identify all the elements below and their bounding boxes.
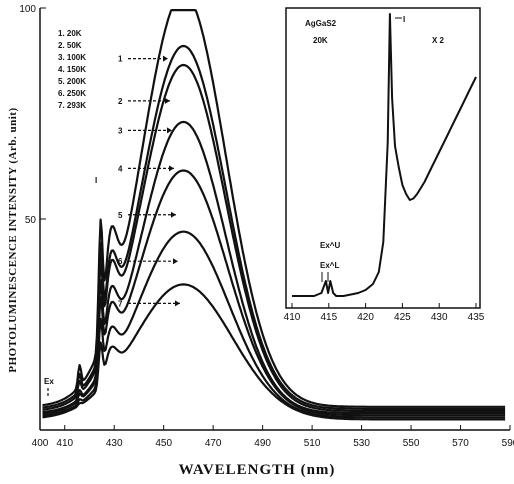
curve-arrowhead-6 xyxy=(173,258,178,265)
curve-arrowhead-1 xyxy=(163,55,168,62)
x-tick-label: 510 xyxy=(304,438,321,449)
x-tick-label: 430 xyxy=(106,438,123,449)
inset-x-ticks: 410 415 420 425 430 435 xyxy=(284,303,485,323)
curve-label-2: 2 xyxy=(118,97,123,106)
inset-frame xyxy=(285,7,481,309)
legend-entry-6: 6. 250K xyxy=(58,89,86,98)
ex-label: Ex xyxy=(44,377,54,386)
legend-entry-5: 5. 200K xyxy=(58,77,86,86)
series-line-4 xyxy=(42,120,506,415)
inset-title: AgGaS2 xyxy=(305,19,337,28)
series-line-7 xyxy=(42,283,506,421)
series-line-1 xyxy=(42,9,506,408)
x-tick-label: 550 xyxy=(403,438,420,449)
curve-arrowhead-2 xyxy=(165,97,170,104)
curve-label-5: 5 xyxy=(118,211,123,220)
legend: 1. 20K 2. 50K 3. 100K 4. 150K 5. 200K 6.… xyxy=(58,29,86,110)
inset-ex-upper: Ex^U xyxy=(320,241,340,250)
legend-entry-1: 1. 20K xyxy=(58,29,82,38)
y-tick-label: 100 xyxy=(19,4,36,15)
series-line-5 xyxy=(42,169,506,417)
y-ticks: 50 100 xyxy=(19,4,46,226)
inset-x-tick-label: 430 xyxy=(431,312,448,323)
x-tick-label: 530 xyxy=(353,438,370,449)
inset-ex-lower: Ex^L xyxy=(320,261,339,270)
curve-arrowhead-4 xyxy=(169,165,174,172)
x-tick-label: 490 xyxy=(254,438,271,449)
x-tick-label: 590 xyxy=(502,438,514,449)
legend-entry-3: 3. 100K xyxy=(58,53,86,62)
curve-arrowhead-7 xyxy=(175,300,180,307)
legend-entry-4: 4. 150K xyxy=(58,65,86,74)
curve-label-7: 7 xyxy=(118,299,123,308)
series-line-6 xyxy=(42,230,506,419)
y-axis-label: PHOTOLUMINESCENCE INTENSITY (Arb. unit) xyxy=(7,107,19,372)
inset-x-tick-label: 425 xyxy=(394,312,411,323)
series-line-2 xyxy=(42,44,506,410)
x-tick-label: 470 xyxy=(205,438,222,449)
peak-I-label: I xyxy=(95,176,97,185)
x-axis-label: WAVELENGTH (nm) xyxy=(179,462,336,478)
x-tick-label: 410 xyxy=(56,438,73,449)
inset-plot: 410 415 420 425 430 435 AgGaS2 20K X 2 I Ex^U… xyxy=(284,7,485,323)
x-tick-label: 570 xyxy=(452,438,469,449)
inset-x-tick-label: 410 xyxy=(284,312,301,323)
inset-multiplier: X 2 xyxy=(432,36,445,45)
x-ticks: 400 410 430 450 470 490 510 530 550 570 590 xyxy=(32,425,514,449)
curve-arrowhead-3 xyxy=(167,127,172,134)
x-tick-label: 400 xyxy=(32,438,49,449)
inset-peak-label: I xyxy=(403,15,405,24)
curve-label-1: 1 xyxy=(118,55,123,64)
inset-x-tick-label: 435 xyxy=(468,312,485,323)
inset-curve xyxy=(292,13,477,297)
series-line-3 xyxy=(42,63,506,413)
x-tick-label: 450 xyxy=(155,438,172,449)
curve-label-3: 3 xyxy=(118,126,123,135)
y-tick-label: 50 xyxy=(25,215,37,226)
curve-labels: 1 2 3 4 5 6 7 xyxy=(118,55,180,308)
inset-x-tick-label: 420 xyxy=(357,312,374,323)
curve-label-6: 6 xyxy=(118,257,123,266)
inset-x-tick-label: 415 xyxy=(320,312,337,323)
inset-subtitle: 20K xyxy=(313,36,328,45)
pl-curves xyxy=(42,9,506,421)
curve-arrowhead-5 xyxy=(171,211,176,218)
curve-label-4: 4 xyxy=(118,164,123,173)
legend-entry-2: 2. 50K xyxy=(58,41,82,50)
legend-entry-7: 7. 293K xyxy=(58,101,86,110)
